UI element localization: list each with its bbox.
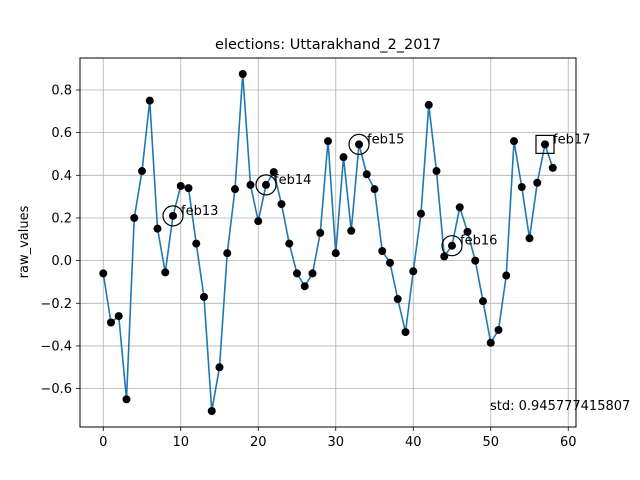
x-tick-label: 30	[327, 435, 344, 450]
event-label: feb14	[274, 173, 311, 188]
data-point	[324, 137, 332, 146]
data-point	[145, 96, 154, 105]
std-annotation: std: 0.945777415807	[490, 399, 630, 414]
event-label: feb17	[553, 132, 590, 147]
y-tick-label: 0.8	[51, 83, 72, 98]
data-point	[254, 217, 263, 226]
x-tick-label: 40	[405, 435, 422, 450]
data-point	[207, 407, 216, 416]
data-point	[231, 185, 239, 194]
data-point	[409, 267, 418, 276]
data-point	[269, 168, 278, 177]
data-point	[161, 268, 170, 277]
x-tick-label: 50	[482, 435, 499, 450]
y-tick-label: 0.0	[51, 254, 72, 269]
data-point	[130, 213, 139, 222]
data-point	[370, 185, 379, 194]
data-point	[107, 318, 115, 327]
event-marker-square	[535, 134, 555, 154]
data-point	[114, 312, 123, 321]
data-point	[378, 247, 387, 256]
data-point	[417, 209, 425, 218]
data-point	[424, 100, 433, 109]
data-point	[331, 249, 340, 258]
event-marker-circle	[255, 174, 277, 196]
data-point	[308, 269, 317, 278]
data-point	[184, 184, 193, 193]
chart-title: elections: Uttarakhand_2_2017	[215, 37, 441, 53]
event-marker-circle	[441, 235, 463, 257]
data-point	[339, 153, 348, 162]
data-point	[347, 226, 356, 235]
x-tick-label: 60	[560, 435, 577, 450]
data-point	[479, 297, 487, 306]
data-point	[463, 227, 472, 236]
y-tick-label: 0.2	[51, 211, 72, 226]
data-point	[246, 180, 255, 189]
data-point	[486, 338, 495, 347]
data-point	[386, 258, 394, 267]
data-point	[138, 167, 146, 176]
data-point	[293, 269, 301, 278]
data-point	[448, 241, 456, 250]
event-label: feb15	[367, 132, 404, 147]
y-tick-label: 0.6	[51, 126, 72, 141]
y-axis-title: raw_values	[17, 205, 32, 278]
data-point	[440, 252, 449, 261]
event-marker-circle	[348, 133, 370, 155]
x-axis: 0 10 20 30 40 50 60	[99, 427, 577, 450]
data-point	[541, 140, 549, 149]
data-point	[494, 325, 503, 334]
y-tick-label: −0.4	[40, 339, 72, 354]
annotations-layer: feb13 feb14 feb15 feb16 feb17	[162, 132, 590, 257]
x-tick-label: 0	[99, 435, 107, 450]
data-point	[525, 234, 534, 243]
data-point	[471, 256, 480, 265]
data-point	[223, 249, 232, 258]
data-point	[277, 200, 286, 209]
data-point	[122, 395, 131, 404]
data-point	[316, 228, 325, 237]
data-point	[455, 203, 464, 212]
data-point	[238, 69, 247, 78]
data-point	[510, 137, 518, 146]
data-point	[215, 363, 224, 372]
data-point	[262, 180, 270, 189]
plot-frame	[79, 57, 577, 428]
y-tick-label: 0.4	[51, 169, 72, 184]
data-point	[99, 269, 108, 278]
x-tick-label: 20	[250, 435, 267, 450]
data-point	[548, 163, 557, 172]
event-label: feb16	[460, 234, 497, 249]
series-layer	[99, 69, 557, 416]
data-point	[355, 140, 363, 149]
event-marker-circle	[162, 205, 184, 227]
y-tick-label: −0.2	[40, 297, 72, 312]
data-point	[533, 178, 542, 187]
y-tick-label: −0.6	[40, 382, 72, 397]
event-label: feb13	[181, 204, 218, 219]
data-point	[362, 170, 371, 179]
y-axis: −0.6 −0.4 −0.2 0.0 0.2 0.4 0.6 0.8	[40, 83, 80, 397]
data-point	[285, 239, 294, 248]
data-point	[169, 211, 177, 220]
data-point	[200, 292, 208, 301]
data-point	[517, 183, 526, 192]
data-point	[153, 224, 162, 233]
data-point	[502, 271, 511, 280]
data-point	[176, 181, 185, 190]
data-point	[432, 167, 441, 176]
data-point	[192, 239, 201, 248]
data-point	[393, 295, 402, 304]
grid	[80, 58, 576, 427]
x-tick-label: 10	[172, 435, 189, 450]
data-point	[300, 282, 309, 291]
data-point	[401, 328, 410, 337]
